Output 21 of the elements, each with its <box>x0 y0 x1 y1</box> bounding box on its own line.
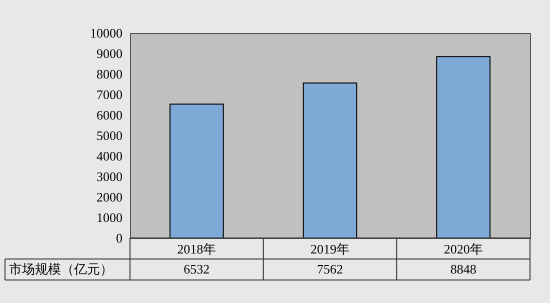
data-label: 7562 <box>317 262 343 276</box>
data-label: 8848 <box>450 262 476 276</box>
bar <box>170 104 224 238</box>
x-tick-label: 2018年 <box>177 242 216 256</box>
y-tick-label: 10000 <box>90 26 122 40</box>
y-tick-label: 1000 <box>96 210 122 225</box>
y-tick-label: 3000 <box>96 169 122 184</box>
y-tick-label: 5000 <box>96 128 122 143</box>
text: 市场规模（亿元） <box>9 262 113 276</box>
x-tick-label: 2019年 <box>310 242 350 256</box>
y-tick-label: 4000 <box>96 148 122 164</box>
bar <box>436 56 490 238</box>
data-label: 6532 <box>184 262 210 276</box>
y-tick-label: 7000 <box>96 87 122 102</box>
y-tick-label: 9000 <box>96 46 122 61</box>
y-tick-label: 6000 <box>96 108 122 122</box>
y-tick-label: 0 <box>116 230 122 246</box>
y-tick-label: 8000 <box>96 66 122 82</box>
y-tick-label: 2000 <box>96 190 122 204</box>
x-tick-label: 2020年 <box>444 242 483 256</box>
bar <box>302 82 358 238</box>
